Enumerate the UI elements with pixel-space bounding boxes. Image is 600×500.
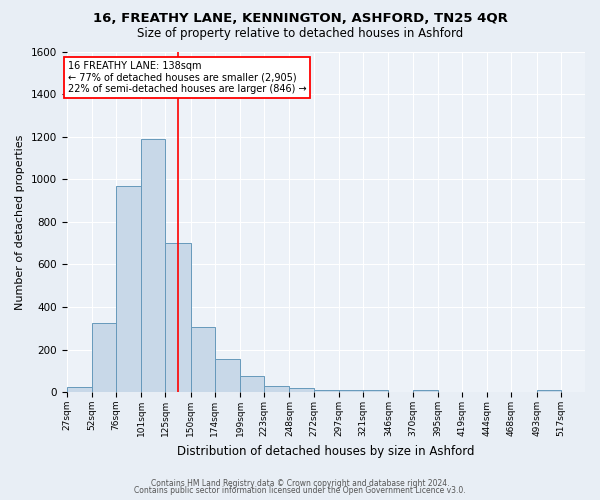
Y-axis label: Number of detached properties: Number of detached properties bbox=[15, 134, 25, 310]
Bar bbox=[339, 390, 363, 392]
Bar bbox=[289, 388, 314, 392]
Text: 16, FREATHY LANE, KENNINGTON, ASHFORD, TN25 4QR: 16, FREATHY LANE, KENNINGTON, ASHFORD, T… bbox=[92, 12, 508, 26]
Bar bbox=[116, 186, 141, 392]
X-axis label: Distribution of detached houses by size in Ashford: Distribution of detached houses by size … bbox=[177, 444, 475, 458]
Text: 16 FREATHY LANE: 138sqm
← 77% of detached houses are smaller (2,905)
22% of semi: 16 FREATHY LANE: 138sqm ← 77% of detache… bbox=[68, 61, 306, 94]
Text: Size of property relative to detached houses in Ashford: Size of property relative to detached ho… bbox=[137, 28, 463, 40]
Bar bbox=[92, 323, 116, 392]
Bar bbox=[264, 386, 289, 392]
Bar bbox=[413, 390, 438, 392]
Bar bbox=[314, 390, 339, 392]
Bar bbox=[191, 327, 215, 392]
Bar bbox=[67, 387, 92, 392]
Bar bbox=[363, 390, 388, 392]
Text: Contains HM Land Registry data © Crown copyright and database right 2024.: Contains HM Land Registry data © Crown c… bbox=[151, 478, 449, 488]
Text: Contains public sector information licensed under the Open Government Licence v3: Contains public sector information licen… bbox=[134, 486, 466, 495]
Bar bbox=[536, 390, 561, 392]
Bar bbox=[240, 376, 264, 392]
Bar bbox=[166, 243, 191, 392]
Bar bbox=[215, 359, 240, 392]
Bar bbox=[141, 139, 166, 392]
